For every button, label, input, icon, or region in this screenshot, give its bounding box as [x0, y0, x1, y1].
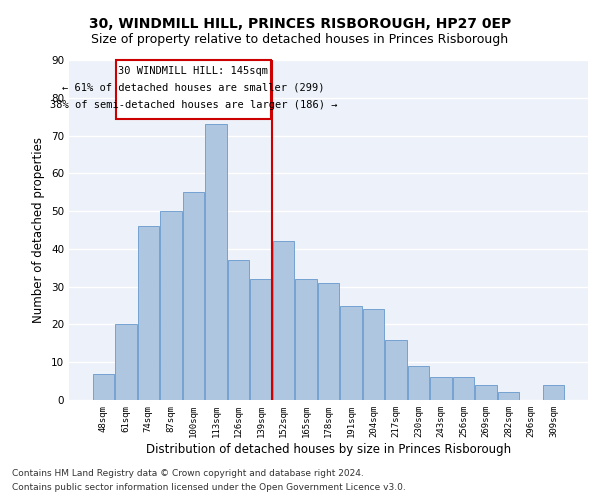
Bar: [182, 192, 204, 400]
Bar: [475, 385, 497, 400]
Bar: [160, 211, 182, 400]
FancyBboxPatch shape: [116, 60, 271, 118]
Bar: [340, 306, 362, 400]
Bar: [295, 279, 317, 400]
Bar: [363, 310, 384, 400]
Bar: [250, 279, 272, 400]
Text: ← 61% of detached houses are smaller (299): ← 61% of detached houses are smaller (29…: [62, 82, 325, 92]
Text: Size of property relative to detached houses in Princes Risborough: Size of property relative to detached ho…: [91, 32, 509, 46]
Text: Distribution of detached houses by size in Princes Risborough: Distribution of detached houses by size …: [146, 442, 511, 456]
Bar: [453, 378, 475, 400]
Bar: [318, 283, 339, 400]
Bar: [228, 260, 249, 400]
Bar: [543, 385, 565, 400]
Text: Contains public sector information licensed under the Open Government Licence v3: Contains public sector information licen…: [12, 484, 406, 492]
Text: 30 WINDMILL HILL: 145sqm: 30 WINDMILL HILL: 145sqm: [118, 66, 268, 76]
Bar: [408, 366, 429, 400]
Text: 30, WINDMILL HILL, PRINCES RISBOROUGH, HP27 0EP: 30, WINDMILL HILL, PRINCES RISBOROUGH, H…: [89, 18, 511, 32]
Text: 38% of semi-detached houses are larger (186) →: 38% of semi-detached houses are larger (…: [50, 100, 337, 110]
Bar: [430, 378, 452, 400]
Bar: [137, 226, 159, 400]
Bar: [498, 392, 520, 400]
Bar: [205, 124, 227, 400]
Bar: [115, 324, 137, 400]
Bar: [385, 340, 407, 400]
Text: Contains HM Land Registry data © Crown copyright and database right 2024.: Contains HM Land Registry data © Crown c…: [12, 468, 364, 477]
Bar: [273, 242, 294, 400]
Y-axis label: Number of detached properties: Number of detached properties: [32, 137, 46, 323]
Bar: [92, 374, 114, 400]
